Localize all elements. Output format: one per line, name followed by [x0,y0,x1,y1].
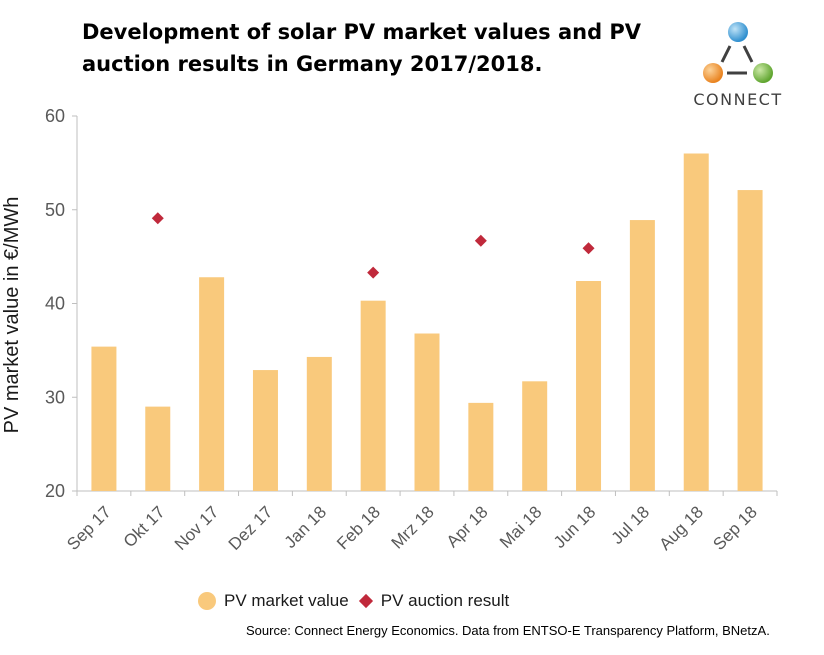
bar [91,346,117,491]
legend: PV market value PV auction result [198,590,509,612]
legend-bar-label: PV market value [224,591,349,610]
x-tick-label: Nov 17 [171,502,223,554]
y-tick-label: 20 [45,481,65,501]
bar [576,281,602,491]
connect-logo-text: CONNECT [693,90,783,109]
y-tick-label: 40 [45,294,65,314]
y-tick-label: 50 [45,200,65,220]
x-tick-label: Sep 17 [63,502,115,554]
x-tick-label: Aug 18 [656,502,708,554]
bar [306,356,332,491]
x-tick-label: Dez 17 [225,502,277,554]
connect-logo-icon [703,22,773,83]
bar [468,402,494,491]
legend-marker-label: PV auction result [380,591,510,610]
bar [414,333,440,491]
chart-title-line-1: Development of solar PV market values an… [82,20,642,44]
x-tick-label: Jun 18 [550,502,600,552]
chart-title-line-2: auction results in Germany 2017/2018. [82,52,543,76]
x-tick-label: Mai 18 [496,502,546,552]
x-tick-label: Sep 18 [709,502,761,554]
auction-marker [582,242,595,255]
bar [145,406,171,491]
x-tick-label: Feb 18 [333,502,384,553]
bar [522,381,548,491]
y-tick-label: 60 [45,106,65,126]
chart-title: Development of solar PV market values an… [82,16,662,80]
bar [360,300,386,491]
bar [199,277,225,491]
x-tick-label: Mrz 18 [388,502,438,552]
x-tick-label: Okt 17 [120,502,169,551]
x-tick-label: Jul 18 [608,502,654,548]
y-tick-label: 30 [45,387,65,407]
bar-chart: 20 30 40 50 60 Sep 17 Okt 17 Nov 17 Dez 17 Jan 18… [45,106,778,554]
bar [252,370,278,491]
x-tick-label: Jan 18 [281,502,331,552]
bar [629,220,655,491]
legend-bar-swatch [198,592,216,610]
legend-marker-swatch [358,593,373,609]
auction-marker [151,212,164,225]
connect-logo: CONNECT [684,16,794,112]
bar [737,190,763,491]
bar [683,153,709,491]
source-note: Source: Connect Energy Economics. Data f… [246,623,770,638]
x-tick-label: Apr 18 [443,502,492,551]
auction-marker [367,266,380,279]
auction-marker [474,234,487,247]
